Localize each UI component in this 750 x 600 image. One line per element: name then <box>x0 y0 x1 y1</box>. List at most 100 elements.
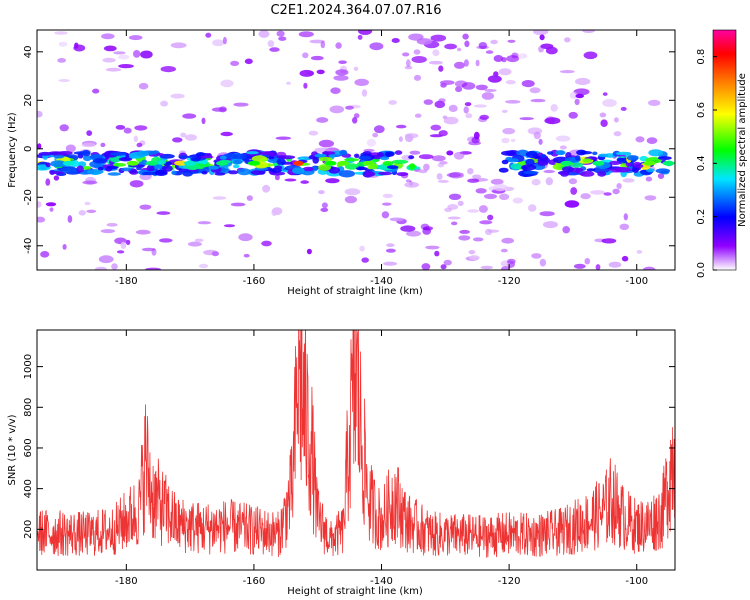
band-blob <box>161 165 173 172</box>
band-blob <box>384 151 395 157</box>
spectrogram-speckle <box>354 78 370 86</box>
spectrogram-speckle <box>316 69 325 75</box>
spectrogram-speckle <box>478 205 488 213</box>
band-core <box>126 160 139 166</box>
spectrogram-speckle <box>238 233 253 242</box>
y-tick-label: 40 <box>23 45 34 58</box>
x-tick-label: -160 <box>243 276 266 287</box>
spectrogram-speckle <box>501 137 510 144</box>
spectrogram-speckle <box>481 92 495 100</box>
spectrogram-speckle <box>432 49 440 57</box>
band-blob <box>316 156 333 162</box>
spectrogram-speckle <box>468 250 476 255</box>
spectrogram-speckle <box>86 130 93 137</box>
x-tick-label: -160 <box>243 576 266 587</box>
band-blob <box>396 172 409 177</box>
x-tick-label: -140 <box>370 576 393 587</box>
band-blob <box>171 170 177 175</box>
spectrogram-speckle <box>212 196 227 200</box>
spectrogram-speckle <box>140 50 153 59</box>
spectrogram-speckle <box>404 181 420 188</box>
band-blob <box>626 155 639 161</box>
band-blob <box>110 152 127 156</box>
spectrogram-speckle <box>580 193 591 200</box>
spectrogram-speckle <box>102 57 116 63</box>
band-blob <box>97 166 104 171</box>
band-blob <box>312 156 320 164</box>
spectrogram-speckle <box>657 173 665 179</box>
spectrogram-speckle <box>329 105 345 114</box>
spectrogram-speckle <box>434 100 446 109</box>
spectrogram-speckle <box>300 180 310 184</box>
spectrogram-speckle <box>40 251 50 258</box>
snr-x-ticks: -180 -160 -140 -120 -100 <box>115 330 648 587</box>
x-tick-label: -100 <box>625 276 648 287</box>
spectrogram-speckle <box>467 168 474 175</box>
spectrogram-speckle <box>398 136 403 142</box>
spectrogram-speckle <box>100 229 116 234</box>
spectrogram-speckle <box>357 34 363 40</box>
spectrogram-speckle <box>37 201 42 208</box>
spectrogram-speckle <box>37 143 42 150</box>
spectrogram-speckle <box>184 134 197 141</box>
spectrogram-speckle <box>81 142 96 148</box>
band-blob <box>50 160 67 168</box>
spectrogram-speckle <box>284 178 297 182</box>
band-blob <box>178 155 190 159</box>
band-blob <box>376 152 384 157</box>
spectrogram-speckle <box>444 43 457 50</box>
x-tick-label: -140 <box>370 276 393 287</box>
spectrogram-speckle <box>246 195 253 201</box>
spectrogram-speckle <box>442 115 448 120</box>
spectrogram-speckle <box>467 178 480 183</box>
spectrogram-speckle <box>487 229 500 233</box>
spectrogram-speckle <box>352 117 358 124</box>
spectrogram-speckle <box>457 200 464 207</box>
spectrogram-speckle <box>103 45 117 52</box>
spectrogram-speckle <box>434 250 440 257</box>
y-tick-label: 600 <box>23 438 34 457</box>
band-blob <box>526 150 538 159</box>
band-blob <box>560 171 569 177</box>
band-core <box>560 160 573 166</box>
band-blob <box>246 151 259 155</box>
spectrogram-speckle <box>170 93 185 99</box>
spectrogram-speckle <box>353 113 360 119</box>
spectrogram-speckle <box>86 209 97 213</box>
band-core <box>145 160 158 166</box>
spectrogram-speckle <box>361 257 370 263</box>
spectrogram-speckle <box>448 104 458 112</box>
band-blob <box>232 153 247 160</box>
band-core <box>362 160 375 166</box>
spectrogram-speckle <box>180 132 187 138</box>
spectrogram-speckle <box>261 240 272 247</box>
spectrogram-speckle <box>487 75 502 83</box>
band-blob <box>634 164 644 169</box>
band-blob <box>365 171 376 177</box>
band-blob <box>106 165 119 170</box>
spectrogram-speckle <box>318 190 325 195</box>
spectrogram-speckle <box>244 58 253 65</box>
spectrogram-x-ticks: -180 -160 -140 -120 -100 <box>115 30 648 287</box>
spectrogram-speckle <box>602 99 617 107</box>
band-core <box>643 160 656 166</box>
spectrogram-speckle <box>475 84 488 91</box>
spectrogram-speckle <box>113 51 126 55</box>
spectrogram-speckle <box>498 68 512 76</box>
spectrogram-speckle <box>428 60 443 65</box>
spectrogram-speckle <box>418 154 434 160</box>
spectrogram-speckle <box>545 46 558 55</box>
band-blob <box>141 171 157 176</box>
spectrogram-speckle <box>58 41 68 47</box>
band-blob <box>655 168 671 174</box>
spectrogram-speckle <box>37 110 43 118</box>
spectrogram-speckle <box>506 55 520 63</box>
spectrogram-speckle <box>299 69 314 77</box>
spectrogram-speckle <box>608 261 622 268</box>
snr-y-label: SNR (10 * v/v) <box>7 414 18 485</box>
spectrogram-speckle <box>267 40 275 48</box>
spectrogram-speckle <box>243 253 250 258</box>
spectrogram-speckle <box>156 211 171 215</box>
spectrogram-speckle <box>501 57 507 63</box>
